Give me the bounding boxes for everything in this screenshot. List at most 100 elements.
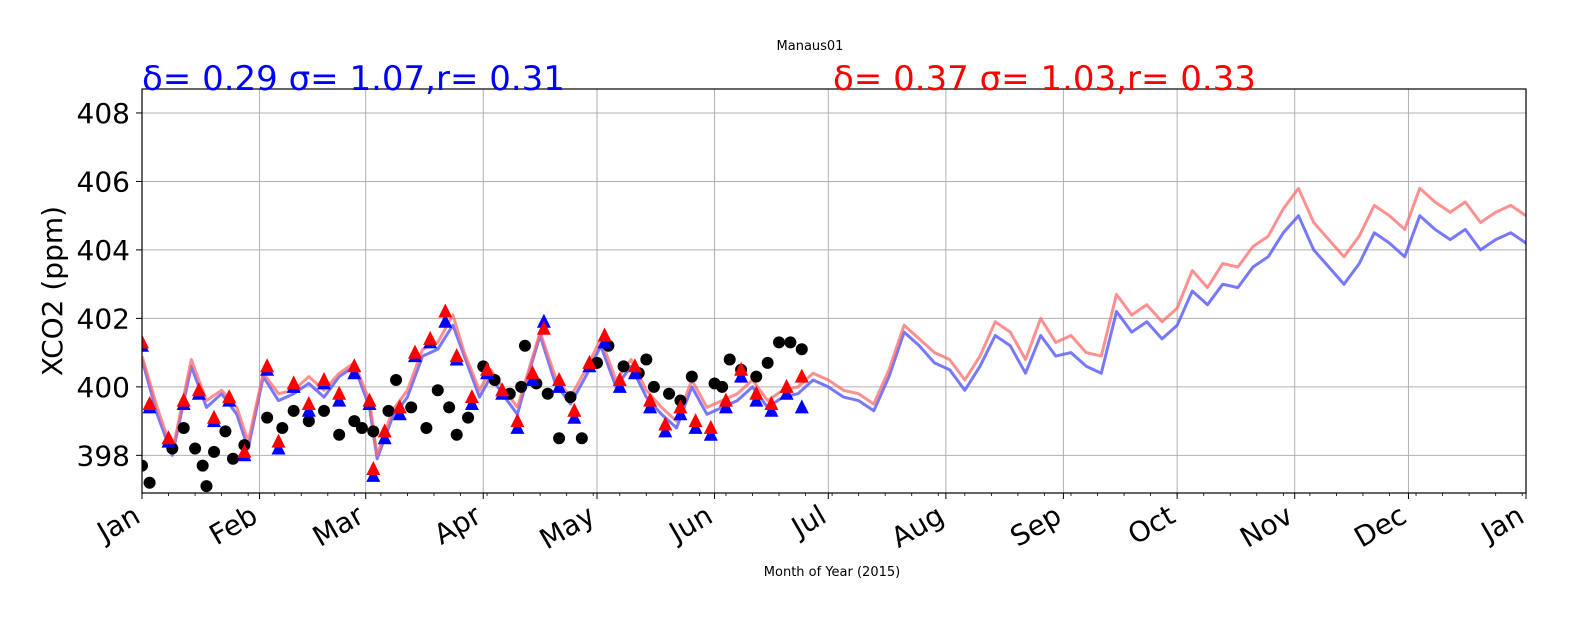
data-point-triangle: [567, 402, 582, 417]
y-axis-label: XCO2 (ppm): [36, 206, 69, 376]
data-point-circle: [663, 387, 676, 400]
data-point-circle: [750, 370, 763, 383]
data-point-circle: [443, 401, 456, 414]
data-point-circle: [564, 391, 577, 404]
x-tick-label: Sep: [1005, 498, 1067, 553]
data-point-circle: [685, 370, 698, 383]
data-point-circle: [450, 428, 463, 441]
data-point-circle: [276, 421, 289, 434]
data-point-circle: [200, 480, 213, 493]
data-point-circle: [773, 336, 786, 349]
data-point-circle: [287, 404, 300, 417]
x-tick-label: Jun: [662, 498, 718, 549]
data-point-circle: [318, 404, 331, 417]
plot-frame: [141, 88, 1527, 494]
data-point-circle: [640, 353, 653, 366]
data-point-triangle: [495, 382, 510, 397]
x-axis-label: Month of Year (2015): [764, 565, 900, 580]
chart-title: Manaus01: [777, 39, 844, 54]
data-point-triangle: [332, 385, 347, 400]
data-point-triangle: [510, 413, 525, 428]
data-point-triangle: [464, 389, 479, 404]
data-point-triangle: [423, 330, 438, 345]
data-point-triangle: [191, 382, 206, 397]
y-tick-label: 408: [77, 97, 130, 130]
data-point-triangle: [161, 430, 176, 445]
y-tick-label: 398: [77, 439, 130, 472]
data-point-circle: [420, 421, 433, 434]
data-point-triangle: [673, 399, 688, 414]
grid-lines: [141, 89, 1527, 493]
data-point-triangle: [438, 313, 453, 328]
data-point-triangle: [260, 358, 275, 373]
data-point-triangle: [658, 416, 673, 431]
data-point-triangle: [301, 396, 316, 410]
data-point-circle: [333, 428, 346, 441]
data-point-triangle: [703, 419, 718, 434]
data-point-circle: [647, 380, 660, 393]
data-point-triangle: [794, 368, 809, 383]
data-point-triangle: [779, 378, 794, 393]
x-tick-label: Aug: [885, 498, 949, 554]
data-point-triangle: [764, 396, 779, 410]
data-point-triangle: [734, 361, 749, 376]
data-point-triangle: [552, 372, 567, 386]
data-point-circle: [431, 384, 444, 397]
stats-annotation-blue: δ= 0.29 σ= 1.07,r= 0.31: [142, 59, 565, 99]
data-point-triangle: [794, 399, 809, 414]
data-point-circle: [795, 343, 808, 356]
data-point-circle: [462, 411, 475, 424]
data-point-triangle: [597, 327, 612, 342]
data-point-circle: [518, 339, 531, 352]
data-point-triangle: [688, 413, 703, 428]
data-point-circle: [189, 442, 202, 455]
plot-area: [142, 186, 1526, 493]
data-point-triangle: [749, 385, 764, 400]
data-point-circle: [761, 356, 774, 369]
data-point-triangle: [222, 389, 237, 404]
stats-annotation-red: δ= 0.37 σ= 1.03,r= 0.33: [833, 59, 1256, 99]
data-point-circle: [261, 411, 274, 424]
data-point-circle: [382, 404, 395, 417]
data-point-circle: [219, 425, 232, 438]
data-point-triangle: [582, 354, 597, 369]
data-point-circle: [177, 421, 190, 434]
x-tick-label: Dec: [1349, 498, 1412, 554]
data-point-triangle: [377, 423, 392, 438]
data-point-triangle: [317, 372, 331, 386]
data-point-triangle: [347, 358, 362, 373]
data-point-circle: [515, 380, 528, 393]
data-point-circle: [541, 387, 554, 400]
y-tick-label: 400: [77, 371, 130, 404]
data-point-circle: [553, 432, 566, 445]
data-point-circle: [617, 360, 630, 373]
y-tick-label: 406: [77, 165, 130, 198]
x-tick-label: Jan: [90, 498, 146, 549]
data-point-circle: [302, 415, 315, 428]
data-point-triangle: [142, 334, 149, 349]
data-point-circle: [143, 476, 156, 489]
x-tick-label: May: [534, 498, 601, 556]
data-point-circle: [227, 452, 240, 465]
data-point-triangle: [438, 303, 453, 318]
data-point-circle: [208, 445, 221, 458]
data-point-circle: [723, 353, 736, 366]
y-tick-label: 404: [77, 234, 130, 267]
series-layer: [142, 186, 1526, 493]
data-point-triangle: [176, 392, 191, 407]
y-tick-label: 402: [77, 302, 130, 335]
data-point-triangle: [643, 392, 658, 407]
data-point-triangle: [612, 372, 627, 386]
data-point-circle: [367, 425, 380, 438]
data-point-triangle: [207, 409, 221, 424]
x-tick-label: Apr: [428, 498, 487, 551]
data-point-triangle: [142, 396, 157, 410]
data-point-triangle: [271, 433, 286, 448]
data-point-circle: [390, 374, 403, 387]
data-point-circle: [575, 432, 588, 445]
data-point-circle: [784, 336, 797, 349]
data-point-circle: [142, 459, 148, 472]
data-point-triangle: [449, 348, 464, 363]
data-point-triangle: [480, 361, 495, 376]
